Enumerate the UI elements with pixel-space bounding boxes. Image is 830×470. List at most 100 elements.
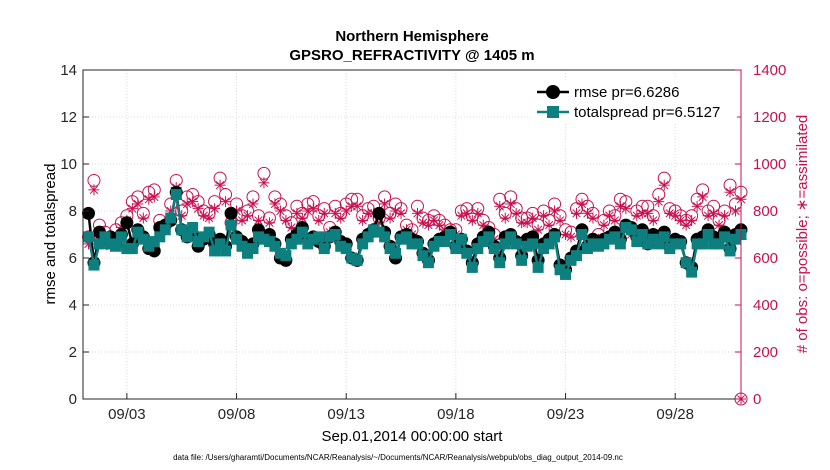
totalspread-point	[170, 189, 182, 201]
asterisk-stroke	[352, 202, 362, 211]
rmse-point	[81, 206, 95, 220]
asterisk-stroke	[396, 209, 406, 218]
assimilated-obs-marker	[247, 198, 259, 210]
assimilated-obs-marker	[318, 207, 330, 219]
totalspread-point	[82, 231, 94, 243]
assimilated-obs-marker	[263, 217, 275, 229]
totalspread-point	[137, 233, 149, 245]
totalspread-point	[236, 240, 248, 252]
legend-rmse-label: rmse pr=6.6286	[574, 84, 679, 101]
asterisk-stroke	[566, 232, 576, 242]
totalspread-point	[560, 268, 572, 280]
assimilated-obs-marker	[675, 214, 687, 226]
y-right-tick-label: 800	[753, 203, 778, 220]
assimilated-obs-marker	[609, 214, 621, 226]
assimilated-obs-marker	[620, 203, 632, 215]
assimilated-obs-marker	[554, 214, 566, 226]
totalspread-point	[329, 229, 341, 240]
assimilated-obs-marker	[280, 214, 292, 226]
asterisk-stroke	[391, 206, 400, 216]
assimilated-obs-marker	[708, 207, 720, 219]
totalspread-point	[132, 226, 144, 238]
chart-title-line-1: Northern Hemisphere	[335, 28, 488, 45]
asterisk-stroke	[336, 213, 345, 223]
x-tick-label: 09/23	[547, 406, 585, 423]
asterisk-stroke	[204, 213, 214, 223]
totalspread-point	[505, 231, 517, 243]
assimilated-obs-marker	[598, 219, 610, 231]
assimilated-obs-marker	[274, 205, 286, 217]
totalspread-point	[417, 250, 429, 262]
asterisk-stroke	[583, 209, 592, 218]
assimilated-obs-marker	[571, 207, 582, 219]
totalspread-point	[187, 221, 199, 233]
totalspread-point	[176, 224, 188, 236]
assimilated-obs-marker	[329, 207, 341, 219]
asterisk-stroke	[243, 211, 252, 220]
asterisk-stroke	[270, 199, 280, 209]
totalspread-point	[466, 261, 478, 273]
totalspread-point	[658, 231, 670, 243]
assimilated-obs-marker	[236, 214, 248, 226]
asterisk-stroke	[435, 220, 444, 230]
totalspread-point	[614, 238, 626, 250]
assimilated-obs-marker	[581, 207, 593, 219]
totalspread-point	[516, 254, 528, 266]
assimilated-obs-marker	[335, 212, 347, 224]
totalspread-point	[313, 231, 325, 243]
totalspread-point	[527, 238, 539, 250]
totalspread-point	[631, 236, 643, 248]
assimilated-obs-marker	[203, 212, 215, 224]
totalspread-point	[99, 231, 111, 243]
asterisk-stroke	[676, 216, 685, 225]
assimilated-obs-marker	[340, 205, 352, 217]
y-left-tick-label: 10	[60, 156, 77, 173]
asterisk-stroke	[544, 220, 554, 230]
asterisk-stroke	[522, 218, 532, 227]
asterisk-stroke	[292, 209, 302, 218]
assimilated-obs-marker	[603, 210, 615, 222]
asterisk-stroke	[643, 209, 652, 218]
asterisk-stroke	[248, 199, 258, 209]
asterisk-stroke	[424, 220, 433, 230]
assimilated-obs-marker	[647, 214, 659, 226]
y-right-tick-label: 400	[753, 297, 778, 314]
x-tick-label: 09/28	[656, 406, 694, 423]
axes-layer: 0 0 2 200 4 400 6 600 8 800 10 1000 12 1200 14 1400 09/0…	[60, 62, 786, 423]
totalspread-point	[609, 231, 621, 243]
rmse-point	[372, 206, 386, 220]
totalspread-point	[543, 238, 555, 250]
assimilated-obs-marker	[126, 203, 138, 215]
asterisk-stroke	[429, 216, 439, 225]
asterisk-stroke	[479, 220, 488, 230]
assimilated-obs-marker	[538, 210, 550, 222]
totalspread-point	[181, 231, 193, 243]
assimilated-obs-marker	[148, 191, 160, 203]
totalspread-point	[357, 238, 369, 250]
assimilated-obs-marker	[433, 219, 445, 231]
asterisk-stroke	[528, 213, 537, 223]
assimilated-obs-marker	[549, 205, 561, 217]
x-tick-label: 09/18	[437, 406, 475, 423]
y-left-tick-label: 12	[60, 109, 77, 126]
y-right-tick-label: 200	[753, 344, 778, 361]
asterisk-stroke	[281, 216, 291, 225]
x-tick-label: 09/03	[108, 406, 146, 423]
totalspread-point	[653, 238, 665, 250]
asterisk-stroke	[468, 216, 477, 225]
asterisk-stroke	[665, 209, 674, 218]
totalspread-point	[126, 243, 138, 255]
assimilated-obs-marker	[472, 207, 484, 219]
y-left-tick-label: 8	[69, 203, 77, 220]
y-right-tick-label: 1000	[753, 156, 786, 173]
totalspread-point	[494, 257, 506, 269]
assimilated-obs-marker	[653, 196, 665, 208]
y-right-tick-label: 0	[753, 391, 761, 408]
assimilated-obs-marker	[351, 200, 363, 212]
asterisk-stroke	[314, 216, 323, 225]
assimilated-obs-marker	[422, 219, 434, 231]
legend-spread-label: totalspread pr=6.5127	[574, 104, 720, 121]
assimilated-obs-marker	[461, 207, 473, 219]
asterisk-stroke	[714, 220, 724, 230]
totalspread-point	[483, 231, 495, 243]
